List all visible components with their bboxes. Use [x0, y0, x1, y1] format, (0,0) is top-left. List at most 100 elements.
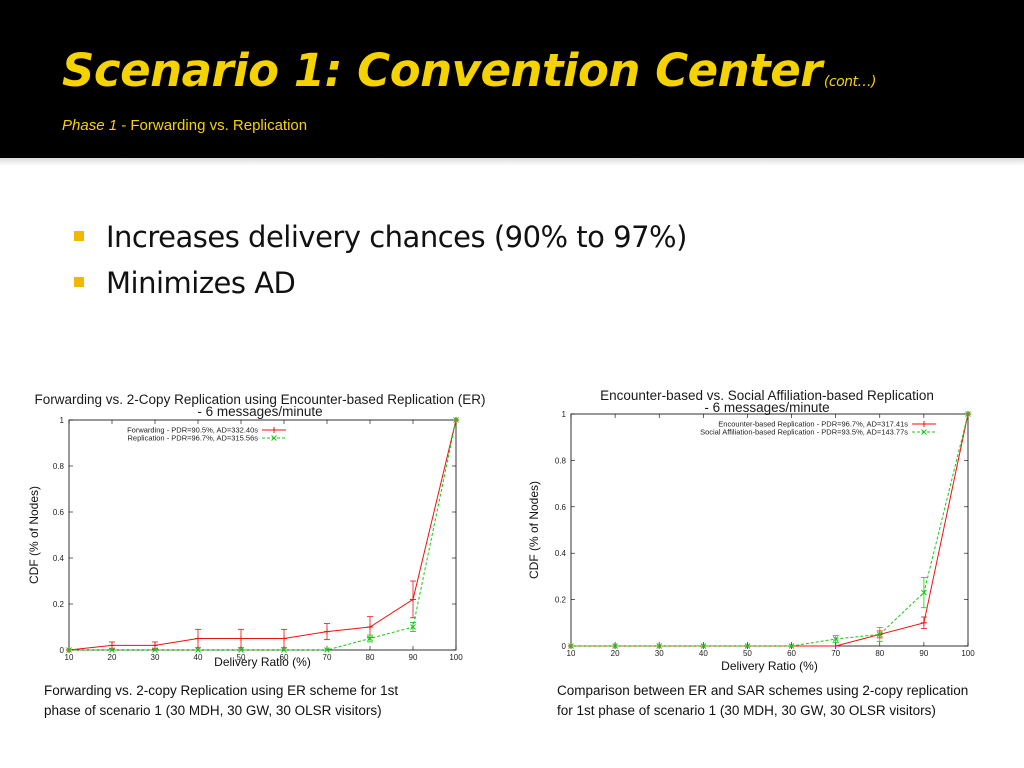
x-tick-label: 80 — [875, 649, 884, 658]
bullet-text: Increases delivery chances (90% to 97%) — [106, 220, 687, 254]
square-bullet-icon — [74, 231, 84, 241]
data-point — [324, 628, 330, 635]
y-tick-label: 0.4 — [555, 549, 567, 558]
data-point — [700, 643, 707, 649]
legend-label: Replication - PDR=96.7%, AD=315.56s — [128, 434, 259, 443]
x-tick-label: 90 — [409, 653, 418, 662]
x-tick-label: 10 — [567, 649, 576, 658]
chart-forwarding-vs-replication: Forwarding vs. 2-Copy Replication using … — [27, 392, 486, 669]
x-tick-label: 40 — [699, 649, 708, 658]
data-point — [195, 647, 201, 653]
cross-marker-b — [744, 643, 751, 649]
data-point — [281, 647, 287, 653]
cross-marker-b — [281, 647, 287, 653]
series-line — [571, 413, 969, 647]
cross-marker-b — [238, 647, 244, 653]
data-point — [410, 624, 416, 630]
x-tick-label: 10 — [65, 653, 74, 662]
data-point — [612, 643, 618, 649]
cross-marker-b — [921, 589, 927, 596]
x-tick-label: 60 — [787, 649, 796, 658]
legend-cross-marker — [271, 435, 277, 441]
cross-marker-b — [876, 631, 883, 638]
slide-title-text: Scenario 1: Convention Center — [62, 44, 822, 97]
data-point — [832, 636, 839, 642]
y-tick-label: 0 — [562, 642, 567, 651]
data-point — [152, 647, 158, 653]
chart-title: Encounter-based vs. Social Affiliation-b… — [600, 388, 934, 403]
cross-marker-b — [656, 643, 663, 649]
y-tick-label: 0.8 — [555, 456, 567, 465]
chart-title: Forwarding vs. 2-Copy Replication using … — [35, 392, 486, 407]
chart-caption-left: Forwarding vs. 2-copy Replication using … — [44, 683, 399, 718]
data-point — [238, 635, 244, 642]
legend-cross-marker — [921, 429, 927, 435]
cross-marker-b — [568, 643, 574, 649]
data-point — [568, 643, 574, 649]
cross-marker-b — [324, 647, 330, 653]
x-tick-label: 100 — [449, 653, 463, 662]
cross-marker-b — [965, 411, 971, 417]
data-point — [281, 635, 287, 642]
cross-marker-b — [410, 624, 416, 630]
y-tick-label: 0.6 — [53, 508, 65, 517]
slide-title-suffix: (cont…) — [823, 74, 877, 90]
y-axis-label: CDF (% of Nodes) — [27, 486, 41, 584]
y-axis-label: CDF (% of Nodes) — [527, 481, 541, 579]
x-axis-label: Delivery Ratio (%) — [214, 655, 311, 669]
data-point — [109, 642, 115, 649]
x-tick-label: 20 — [611, 649, 620, 658]
data-point — [109, 647, 115, 653]
data-point — [195, 635, 201, 642]
x-tick-label: 100 — [961, 649, 975, 658]
x-tick-label: 50 — [743, 649, 752, 658]
data-point — [367, 624, 373, 630]
x-axis-label: Delivery Ratio (%) — [721, 659, 818, 673]
data-point — [832, 643, 839, 649]
subtitle-phase: Phase 1 — [62, 117, 118, 134]
cross-marker-b — [612, 643, 618, 649]
y-tick-label: 0.2 — [555, 596, 567, 605]
legend-label: Encounter-based Replication - PDR=96.7%,… — [718, 420, 908, 429]
cross-marker-b — [152, 647, 158, 653]
plot-frame — [68, 419, 457, 651]
data-point — [876, 631, 883, 638]
data-point — [367, 635, 373, 642]
series-line — [68, 419, 457, 651]
cross-marker-b — [109, 647, 115, 653]
data-point — [410, 596, 416, 603]
data-point — [788, 643, 795, 649]
legend-label: Social Affiliation-based Replication - P… — [700, 428, 908, 437]
y-tick-label: 0.4 — [53, 554, 65, 563]
chart-subtitle: - 6 messages/minute — [197, 404, 322, 419]
data-point — [744, 643, 751, 649]
bullet-item: Minimizes AD — [74, 260, 687, 306]
x-tick-label: 70 — [831, 649, 840, 658]
x-tick-label: 50 — [237, 653, 246, 662]
chart-subtitle: - 6 messages/minute — [704, 400, 829, 415]
header-divider — [0, 158, 1024, 166]
y-tick-label: 0 — [60, 646, 65, 655]
cross-marker-b — [195, 647, 201, 653]
bullet-text: Minimizes AD — [106, 266, 296, 300]
square-bullet-icon — [74, 277, 84, 287]
y-tick-label: 0.8 — [53, 462, 65, 471]
data-point — [238, 647, 244, 653]
data-point — [965, 411, 971, 417]
x-tick-label: 30 — [655, 649, 664, 658]
y-tick-label: 1 — [562, 410, 567, 419]
x-tick-label: 80 — [366, 653, 375, 662]
x-tick-label: 60 — [280, 653, 289, 662]
cross-marker-b — [700, 643, 707, 649]
data-point — [920, 619, 927, 626]
cross-marker-b — [788, 643, 795, 649]
bullet-item: Increases delivery chances (90% to 97%) — [74, 214, 687, 260]
cross-marker-b — [453, 417, 459, 423]
x-tick-label: 90 — [919, 649, 928, 658]
slide-subtitle: Phase 1 - Forwarding vs. Replication — [62, 117, 307, 134]
plot-frame — [570, 413, 969, 647]
cross-marker-b — [66, 647, 72, 653]
data-point — [453, 417, 459, 423]
legend-label: Forwarding - PDR=90.5%, AD=332.40s — [127, 426, 258, 435]
cross-marker-b — [832, 636, 839, 642]
